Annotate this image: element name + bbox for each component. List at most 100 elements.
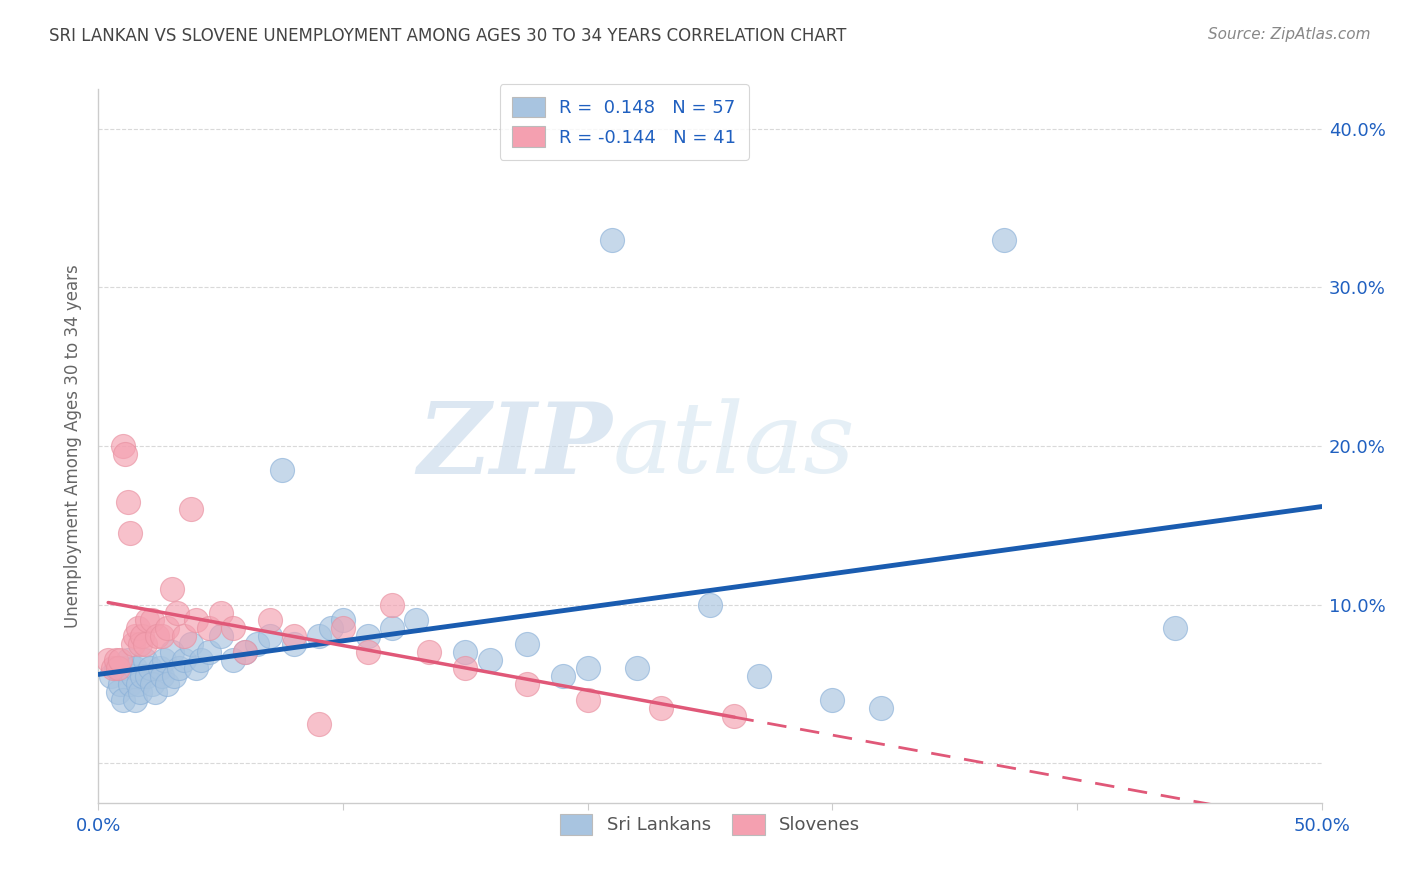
Point <box>107 661 129 675</box>
Point <box>186 614 208 628</box>
Text: Source: ZipAtlas.com: Source: ZipAtlas.com <box>1208 27 1371 42</box>
Point <box>97 653 120 667</box>
Point <box>117 494 139 508</box>
Point <box>121 669 143 683</box>
Point <box>233 645 256 659</box>
Point <box>173 653 195 667</box>
Point <box>104 661 127 675</box>
Point <box>197 645 219 659</box>
Point <box>101 661 124 675</box>
Text: SRI LANKAN VS SLOVENE UNEMPLOYMENT AMONG AGES 30 TO 34 YEARS CORRELATION CHART: SRI LANKAN VS SLOVENE UNEMPLOYMENT AMONG… <box>49 27 846 45</box>
Point <box>160 645 183 659</box>
Point <box>166 606 188 620</box>
Point <box>600 233 623 247</box>
Point <box>381 598 404 612</box>
Y-axis label: Unemployment Among Ages 30 to 34 years: Unemployment Among Ages 30 to 34 years <box>65 264 83 628</box>
Point <box>209 629 232 643</box>
Point <box>515 637 537 651</box>
Point <box>259 629 281 643</box>
Point <box>129 685 152 699</box>
Point <box>141 614 163 628</box>
Point <box>418 645 440 659</box>
Point <box>134 653 156 667</box>
Point <box>356 645 378 659</box>
Point <box>141 677 163 691</box>
Point <box>209 606 232 620</box>
Point <box>186 661 208 675</box>
Point <box>356 629 378 643</box>
Point <box>270 463 294 477</box>
Point <box>150 669 173 683</box>
Point <box>190 653 212 667</box>
Point <box>308 629 330 643</box>
Point <box>120 526 142 541</box>
Point <box>233 645 256 659</box>
Point <box>100 669 122 683</box>
Point <box>283 629 305 643</box>
Point <box>650 700 672 714</box>
Point <box>1164 621 1187 635</box>
Point <box>405 614 427 628</box>
Point <box>124 692 146 706</box>
Point <box>515 677 537 691</box>
Point <box>117 653 139 667</box>
Point <box>146 629 169 643</box>
Point <box>124 661 146 675</box>
Point <box>180 637 202 651</box>
Point <box>167 661 190 675</box>
Point <box>283 637 305 651</box>
Point <box>129 637 152 651</box>
Point <box>111 692 134 706</box>
Point <box>319 621 342 635</box>
Point <box>246 637 269 651</box>
Point <box>153 653 176 667</box>
Point <box>127 621 149 635</box>
Point <box>110 653 132 667</box>
Point <box>626 661 648 675</box>
Point <box>120 677 142 691</box>
Point <box>308 716 330 731</box>
Point <box>111 439 134 453</box>
Point <box>576 692 599 706</box>
Point <box>748 669 770 683</box>
Point <box>104 653 127 667</box>
Point <box>332 614 354 628</box>
Point <box>259 614 281 628</box>
Point <box>222 621 245 635</box>
Point <box>131 669 153 683</box>
Point <box>163 669 186 683</box>
Point <box>993 233 1015 247</box>
Point <box>699 598 721 612</box>
Point <box>553 669 575 683</box>
Point <box>576 661 599 675</box>
Point <box>332 621 354 635</box>
Point <box>150 629 173 643</box>
Point <box>478 653 501 667</box>
Point <box>454 661 477 675</box>
Point <box>127 677 149 691</box>
Point <box>222 653 245 667</box>
Point <box>149 661 172 675</box>
Point <box>136 669 159 683</box>
Point <box>197 621 219 635</box>
Point <box>160 582 183 596</box>
Point <box>124 629 146 643</box>
Point <box>821 692 844 706</box>
Text: ZIP: ZIP <box>418 398 612 494</box>
Point <box>136 614 159 628</box>
Point <box>454 645 477 659</box>
Point <box>143 685 166 699</box>
Point <box>156 677 179 691</box>
Point <box>107 685 129 699</box>
Point <box>870 700 893 714</box>
Point <box>131 629 153 643</box>
Point <box>180 502 202 516</box>
Legend: Sri Lankans, Slovenes: Sri Lankans, Slovenes <box>551 805 869 844</box>
Point <box>134 637 156 651</box>
Point <box>173 629 195 643</box>
Point <box>114 447 136 461</box>
Point <box>156 621 179 635</box>
Point <box>121 637 143 651</box>
Point <box>110 677 132 691</box>
Point <box>111 661 134 675</box>
